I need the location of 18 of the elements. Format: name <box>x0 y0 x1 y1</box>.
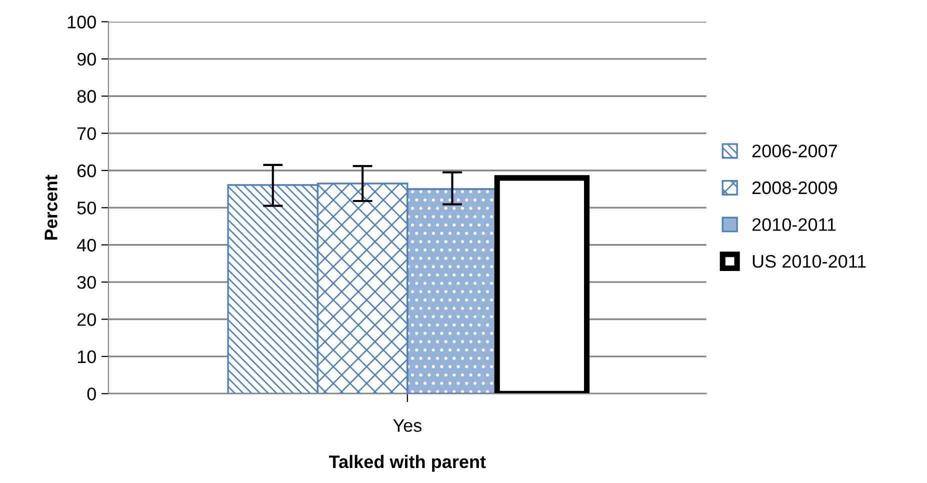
legend-label: 2008-2009 <box>752 181 838 194</box>
y-tick-label: 0 <box>87 388 96 400</box>
y-tick-label: 20 <box>77 313 96 326</box>
x-tick-label: Yes <box>393 419 422 432</box>
y-tick-label: 10 <box>78 350 96 364</box>
y-axis-title: Percent <box>44 174 58 240</box>
y-tick-label: 40 <box>76 238 96 252</box>
legend-label: 2010-2011 <box>752 218 836 231</box>
legend-label: 2006-2007 <box>752 144 837 158</box>
y-tick-label: 80 <box>77 90 96 103</box>
y-tick-label: 60 <box>77 164 96 178</box>
x-axis-title: Talked with parent <box>329 454 486 472</box>
y-tick-label: 30 <box>77 276 96 289</box>
y-tick-label: 100 <box>68 16 96 28</box>
y-tick-label: 90 <box>77 52 96 66</box>
legend-label: US 2010-2011 <box>752 254 866 268</box>
y-tick-label: 70 <box>78 127 96 140</box>
y-tick-label: 50 <box>77 202 96 214</box>
